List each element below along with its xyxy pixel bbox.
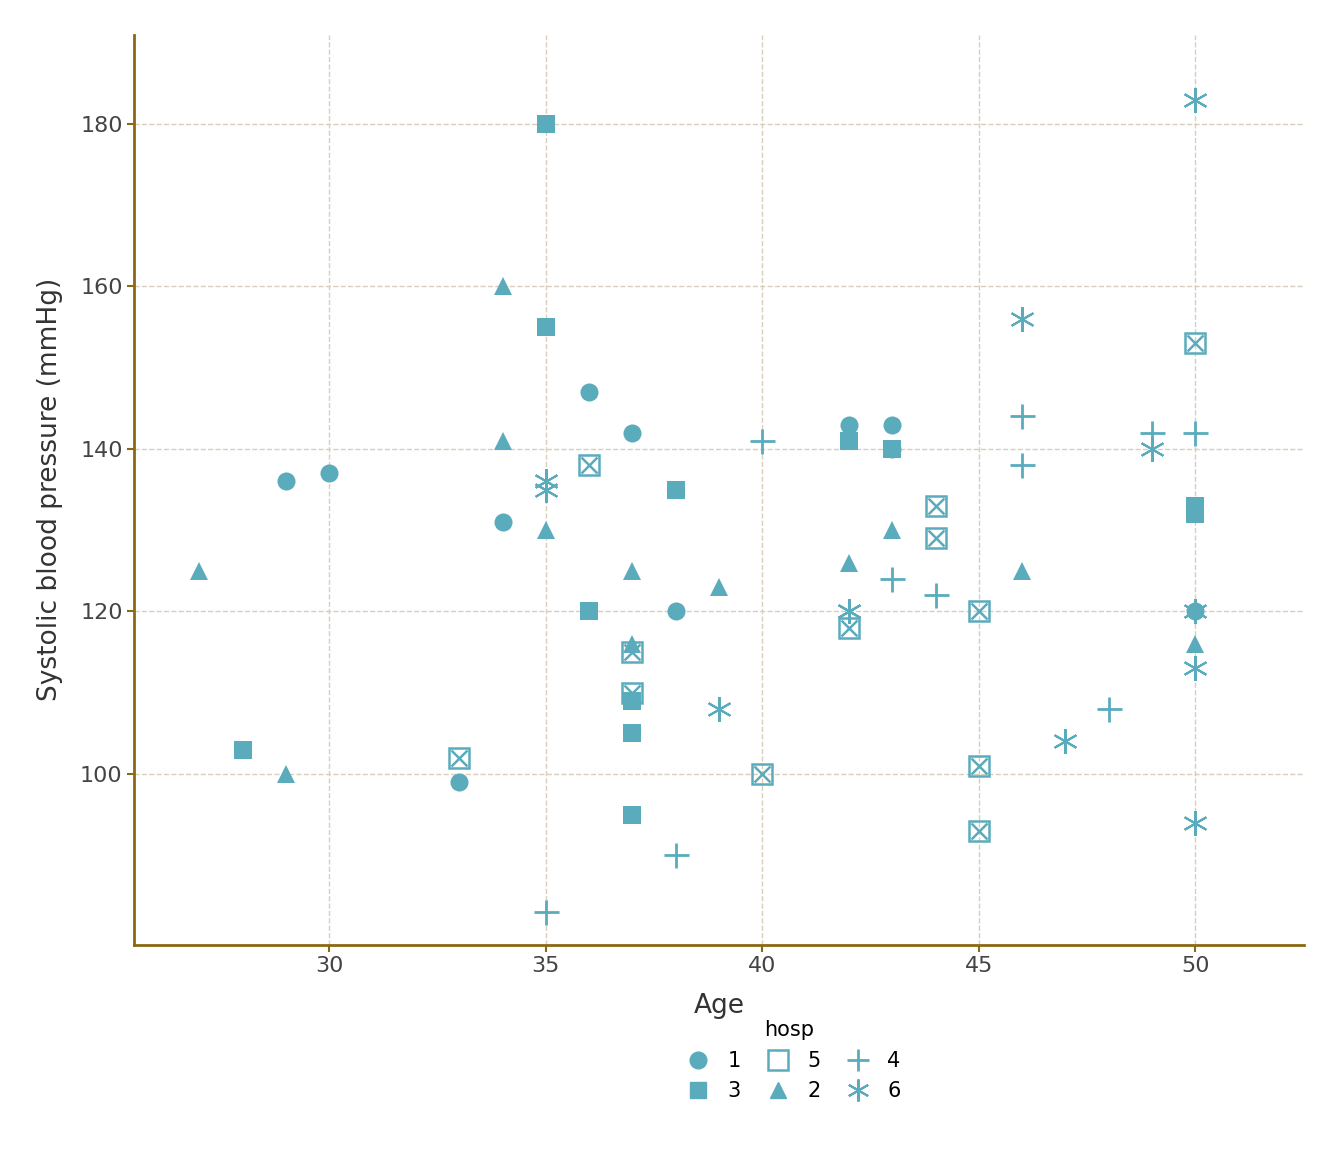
Legend: 1, 3, 5, 2, 4, 6: 1, 3, 5, 2, 4, 6: [667, 1010, 911, 1112]
X-axis label: Age: Age: [694, 993, 745, 1020]
Y-axis label: Systolic blood pressure (mmHg): Systolic blood pressure (mmHg): [38, 278, 63, 702]
